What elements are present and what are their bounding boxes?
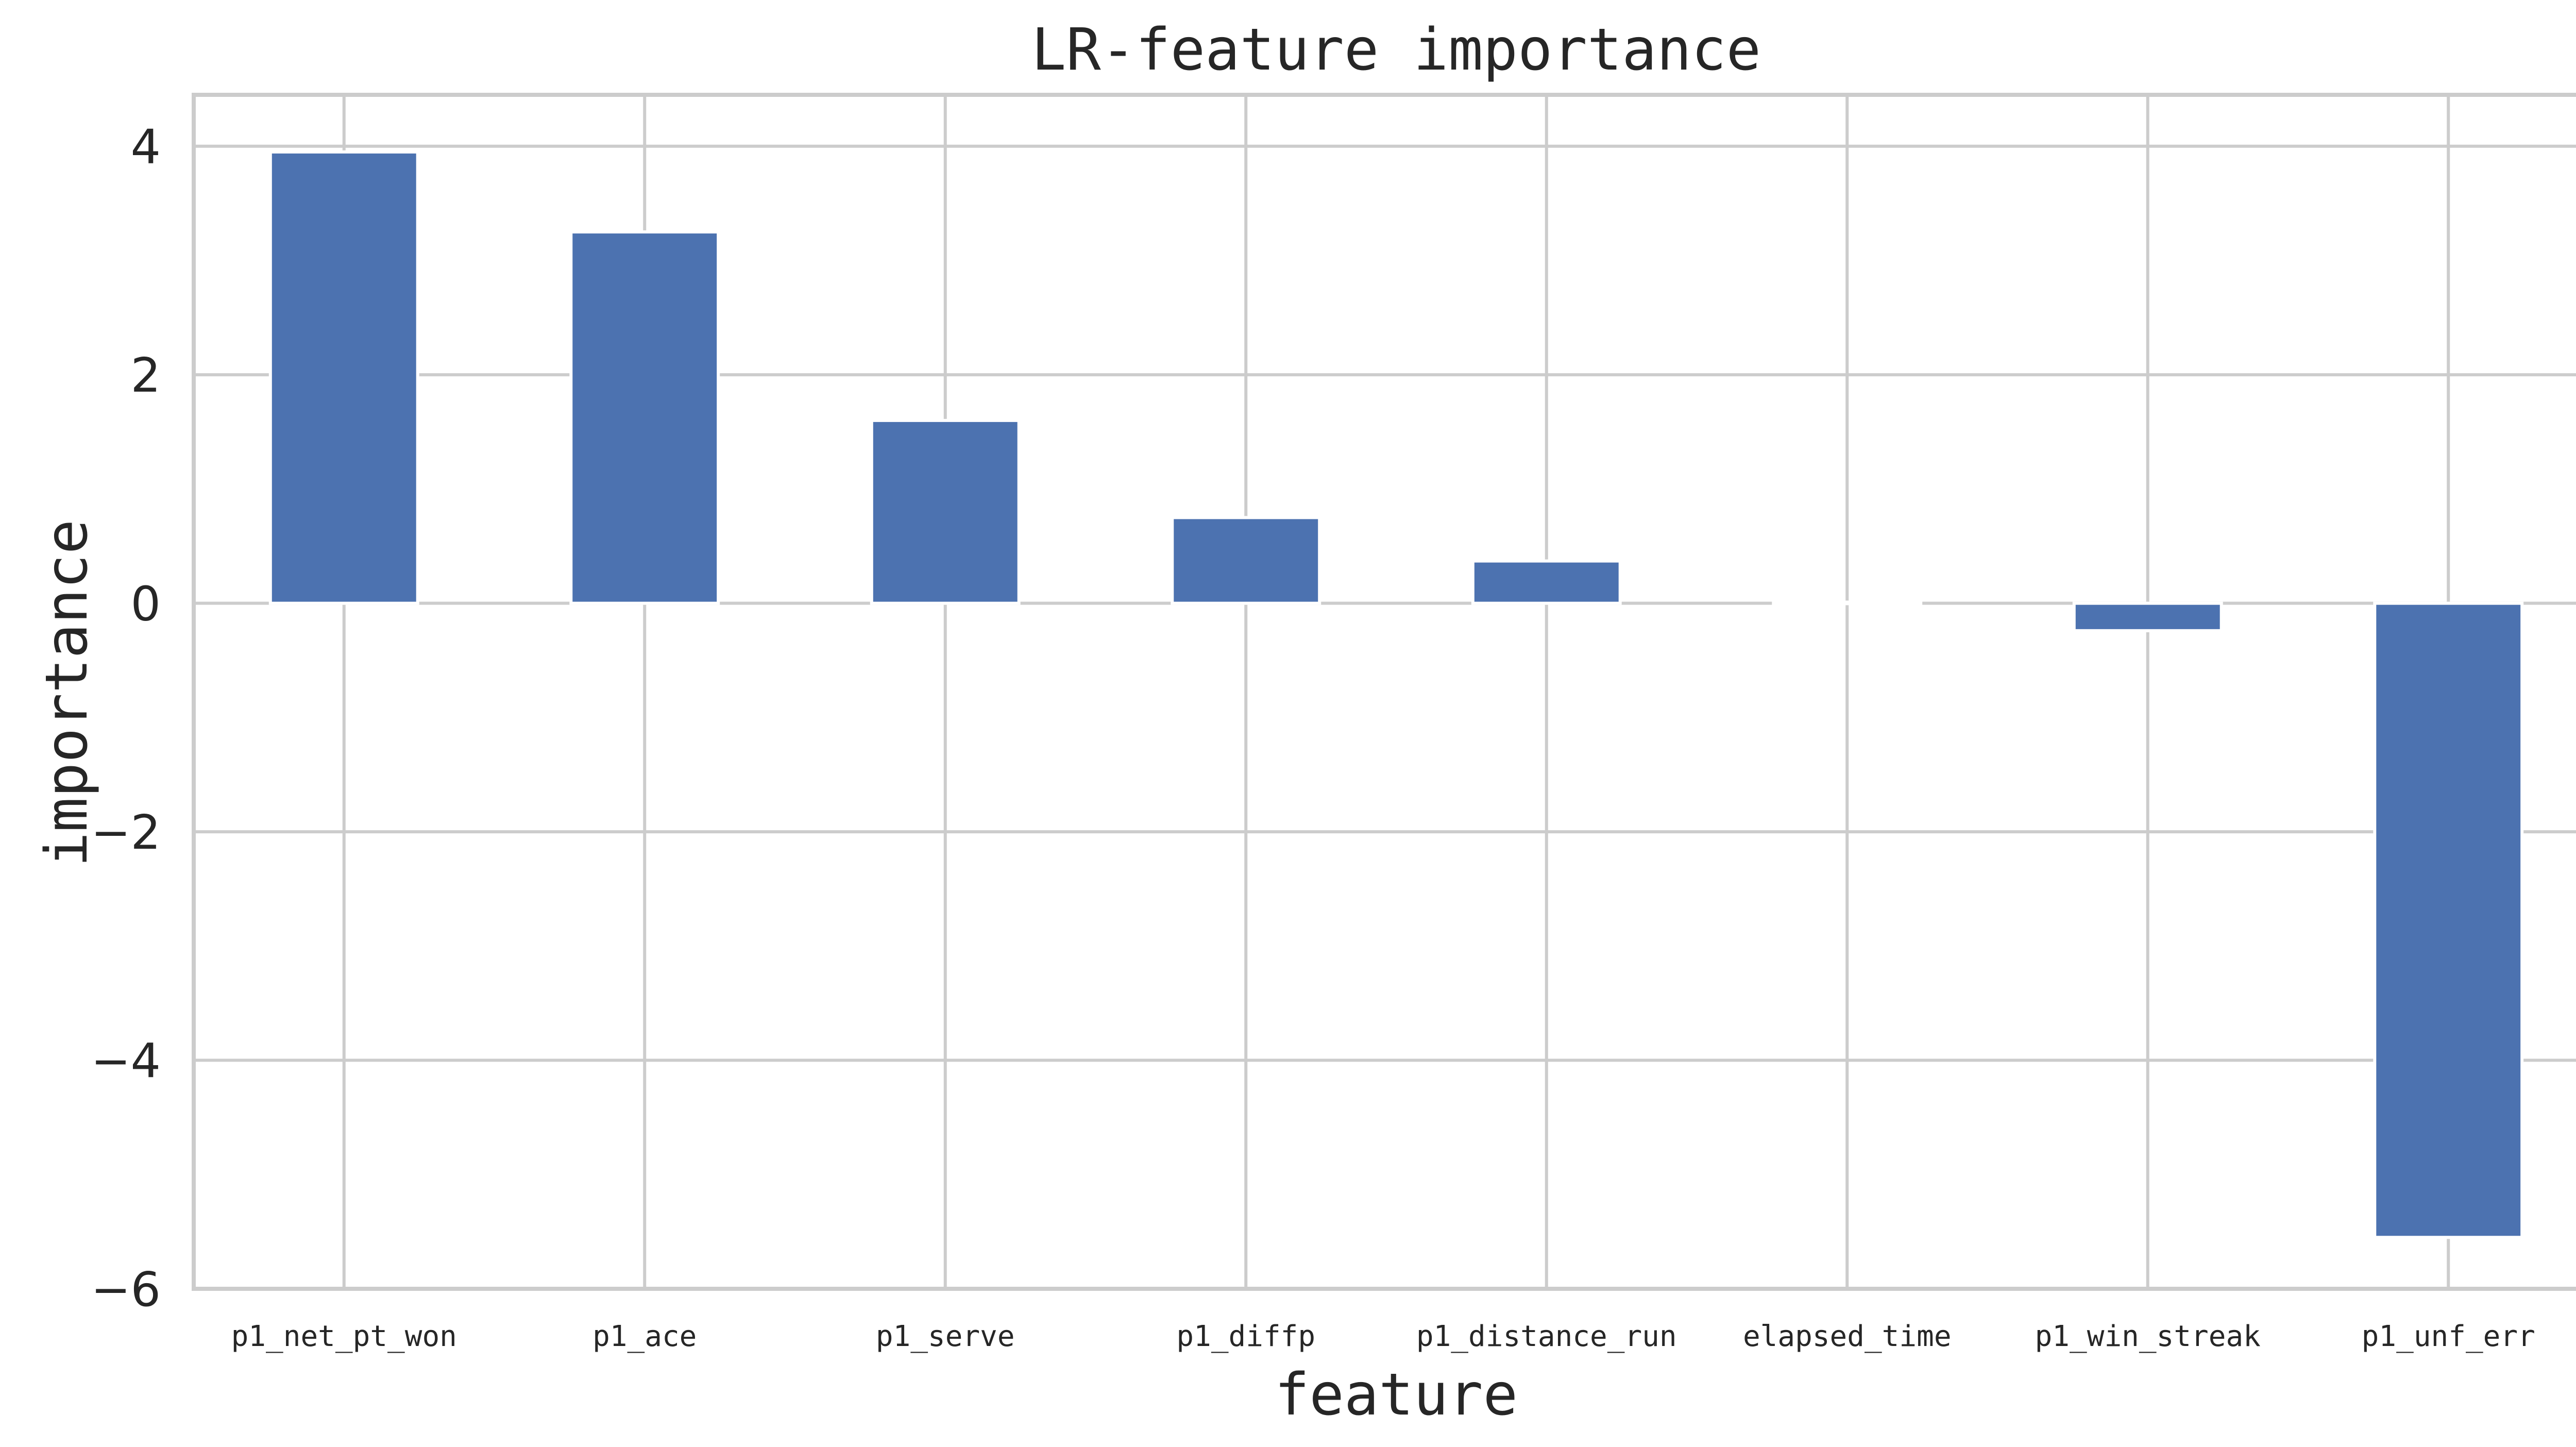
bar-p1-distance-run: [1471, 559, 1622, 605]
x-tick-label-p1-serve: p1_serve: [876, 1320, 1015, 1353]
y-tick-label: 0: [130, 577, 161, 632]
x-tick-label-p1-diffp: p1_diffp: [1176, 1320, 1315, 1353]
y-tick-label: −2: [91, 805, 161, 860]
y-tick-label: 2: [130, 348, 161, 403]
x-tick-label-p1-distance-run: p1_distance_run: [1416, 1320, 1677, 1353]
bar-p1-diffp: [1171, 516, 1321, 605]
x-tick-label-p1-net-pt-won: p1_net_pt_won: [231, 1320, 457, 1353]
chart-title: LR-feature importance: [1031, 16, 1761, 83]
y-tick-label: −4: [91, 1034, 161, 1089]
x-tick-label-elapsed-time: elapsed_time: [1743, 1320, 1952, 1353]
bar-elapsed-time: [1772, 600, 1923, 605]
x-tick-label-p1-unf-err: p1_unf_err: [2362, 1320, 2535, 1353]
x-axis-label: feature: [1275, 1361, 1518, 1428]
bars: [268, 150, 2524, 1239]
x-tick-labels: p1_net_pt_won p1_ace p1_serve p1_diffp p1_di…: [231, 1320, 2535, 1353]
x-tick-label-p1-ace: p1_ace: [592, 1320, 697, 1353]
y-axis-label: importance: [33, 519, 100, 867]
bar-p1-net-pt-won: [268, 150, 419, 605]
y-tick-labels: 4 2 0 −2 −4 −6: [91, 120, 161, 1317]
y-tick-label: −6: [91, 1262, 161, 1317]
bar-p1-serve: [870, 418, 1021, 605]
x-tick-label-p1-win-streak: p1_win_streak: [2035, 1320, 2261, 1353]
bar-p1-win-streak: [2072, 601, 2223, 632]
y-tick-label: 4: [130, 120, 161, 175]
bar-p1-ace: [569, 230, 720, 605]
plot-area: [192, 93, 2576, 1291]
bar-p1-unf-err: [2373, 601, 2524, 1239]
